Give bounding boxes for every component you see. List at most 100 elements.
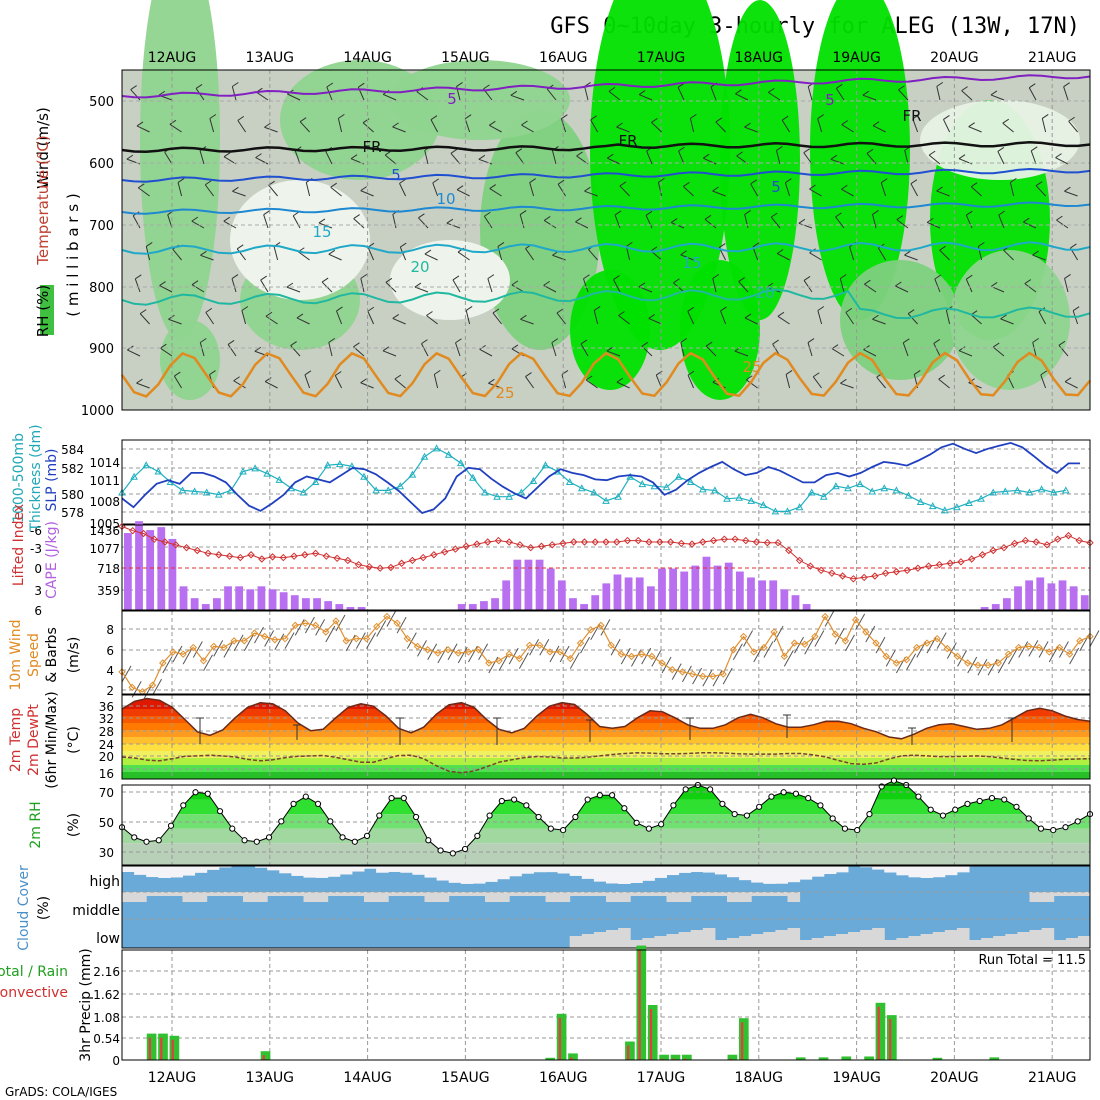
wind-barb	[1035, 185, 1046, 197]
wind-barb-flag	[718, 243, 726, 248]
wind-barb-flag	[585, 375, 593, 381]
lifted-index-point	[914, 564, 922, 572]
lifted-index-point	[666, 538, 675, 546]
cloud-middle-gap	[327, 892, 341, 896]
precip-run-total: Run Total = 11.5	[978, 953, 1086, 968]
wind10-speed-point	[862, 628, 870, 636]
cloud-high-gap	[678, 866, 692, 873]
wind10-speed-point	[719, 670, 727, 678]
ylabel-precip-a: Total / Rain	[0, 964, 68, 980]
thickness-point	[868, 487, 877, 495]
cloud-middle-gap	[218, 892, 232, 896]
cloud-middle-gap	[255, 892, 268, 902]
precip-tick: 0.54	[93, 1032, 120, 1046]
lifted-index-point	[451, 545, 460, 553]
wind-barb-flag	[392, 314, 400, 319]
rh2m-point	[1001, 796, 1008, 803]
wind10-speed-point	[485, 659, 493, 667]
rh2m-point	[792, 790, 800, 797]
wind-barb	[464, 118, 471, 133]
wind10-barb	[997, 656, 1008, 674]
wind10-barb	[274, 633, 285, 651]
thickness-point	[444, 450, 453, 458]
precip-tick: 1.08	[93, 1011, 120, 1025]
wind10-panel-frame	[121, 610, 1091, 695]
wind-barb	[970, 186, 982, 197]
wind10-barb	[539, 639, 550, 656]
cloud-low-gap	[860, 930, 873, 948]
lifted-index-point	[570, 538, 578, 546]
lifted-index-point	[473, 540, 481, 548]
wind10-speed-point	[128, 683, 136, 692]
rh2m-point	[1062, 824, 1069, 831]
ylabel-rh: RH (%)	[34, 285, 52, 337]
thickness-point	[807, 488, 816, 496]
lifted-index-point	[795, 556, 804, 565]
lifted-index-point	[720, 535, 729, 543]
wind10-barb	[885, 650, 896, 667]
li-tick: 6	[34, 604, 42, 618]
precip-total-bar	[727, 1054, 738, 1060]
cape-tick: 1077	[89, 542, 120, 556]
wind-barb	[290, 345, 301, 357]
rh2m-point	[449, 850, 456, 857]
wind-barb-flag	[145, 241, 153, 247]
cloud-low-gap	[727, 938, 740, 948]
rh2m-point	[743, 812, 751, 819]
wind10-barb	[315, 619, 326, 636]
cloud-high-gap	[291, 866, 304, 876]
wind-barb	[525, 376, 535, 389]
wind-barb-flag	[990, 281, 998, 287]
lifted-index-point	[763, 539, 772, 547]
wind10-barb	[192, 641, 203, 658]
wind-barb-flag	[483, 84, 490, 90]
wind-barb	[619, 185, 630, 197]
cloud-high-gap	[666, 866, 680, 876]
cloud-high-gap	[642, 866, 655, 881]
wind-barb-flag	[862, 90, 870, 96]
rh2m-point	[400, 794, 407, 802]
wind-barb-flag	[227, 340, 235, 345]
wind-barb-flag	[933, 339, 941, 344]
wind-barb-flag	[736, 151, 743, 157]
wind-barb	[551, 342, 557, 357]
cloud-high-gap	[279, 866, 292, 874]
lifted-index-line	[121, 525, 1091, 580]
ylabel-thickness-a: 1000-500mb	[11, 433, 27, 523]
thickness-point	[432, 444, 441, 452]
wind10-barb	[834, 627, 845, 645]
wind-barb-flag	[898, 85, 905, 91]
wind-barb	[237, 120, 247, 133]
wind-barb-flag	[641, 341, 649, 347]
wind-barb	[479, 348, 493, 357]
cloud-middle-gap	[751, 892, 764, 896]
wind-barb-flag	[817, 306, 825, 311]
wind-barb	[588, 249, 598, 261]
wind10-speed-point	[423, 646, 432, 654]
lifted-index-point	[774, 539, 782, 547]
wind10-speed-point	[546, 648, 554, 656]
wind-barb	[164, 151, 173, 165]
wind-barb-flag	[424, 249, 432, 255]
wind10-barb	[355, 632, 366, 649]
cloud-low-gap	[969, 940, 982, 948]
wind-barb	[1002, 122, 1014, 133]
wind-barb-flag	[350, 154, 358, 160]
wind-barb-flag	[434, 369, 441, 375]
wind-barb	[353, 218, 365, 229]
wind-barb	[785, 374, 791, 389]
wind-barb-flag	[1010, 177, 1017, 183]
thickness-point	[323, 461, 332, 469]
wind-barb-flag	[450, 148, 458, 154]
wind-barb	[1055, 157, 1069, 165]
wind-barb	[606, 350, 621, 357]
wind10-barb	[213, 640, 224, 657]
wind-barb	[456, 189, 470, 197]
wind10-barb	[977, 658, 988, 676]
cape-bar	[146, 530, 155, 610]
lifted-index-point	[1011, 539, 1019, 548]
rh2m-point	[1074, 818, 1081, 825]
wind10-barb	[233, 634, 244, 652]
wind-barb-flag	[840, 274, 847, 279]
thickness-point	[469, 473, 477, 481]
